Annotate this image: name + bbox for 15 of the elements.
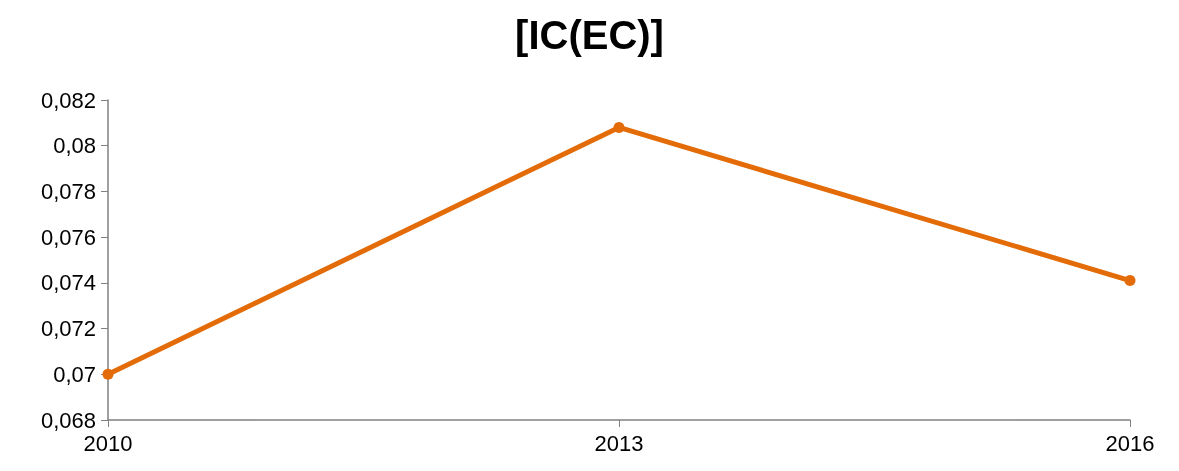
y-tick-label: 0,072 (40, 316, 96, 342)
x-tick-label: 2016 (1105, 430, 1155, 456)
point (102, 368, 114, 380)
y-tick-label: 0,07 (53, 361, 96, 387)
y-tick-label: 0,076 (40, 224, 96, 250)
chart-title: [IC(EC)] (515, 13, 664, 57)
y-tick-label: 0,068 (40, 407, 96, 433)
x-tick-label: 2013 (594, 430, 644, 456)
y-tick-label: 0,082 (40, 87, 96, 113)
y-tick-label: 0,078 (40, 178, 96, 204)
point (1124, 275, 1136, 287)
point (613, 121, 625, 133)
y-tick-label: 0,074 (40, 270, 96, 296)
y-tick-label: 0,08 (53, 133, 96, 159)
x-tick-label: 2010 (83, 430, 133, 456)
